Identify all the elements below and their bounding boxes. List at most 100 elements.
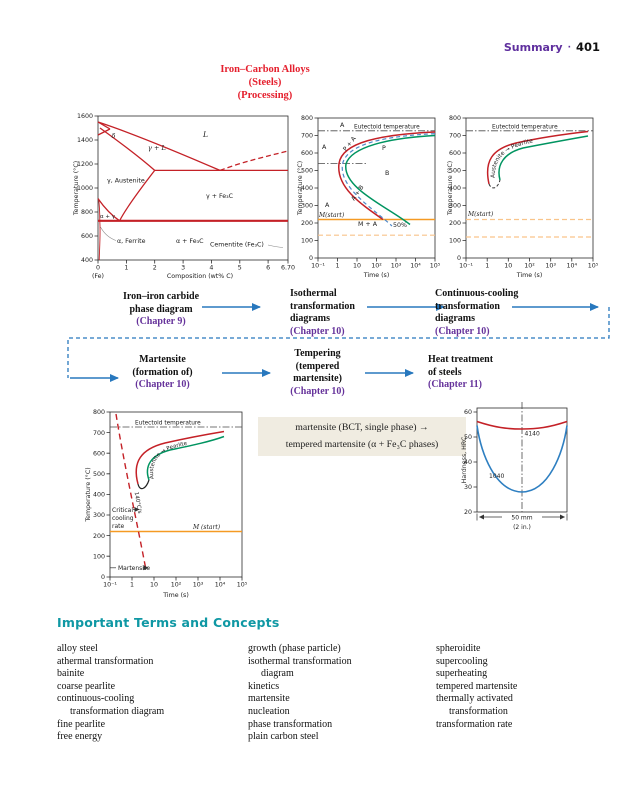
x-tick-label: 10⁴ xyxy=(410,263,421,270)
y-tick-label: 1200 xyxy=(77,161,93,168)
series-label-1040: 1040 xyxy=(489,473,504,480)
itt-y-tick-labels: 800 700 600 500 400 300 200 100 0 xyxy=(301,115,313,262)
x-tick-label: 10 xyxy=(353,263,361,270)
y-tick-label: 800 xyxy=(449,115,461,122)
itt-x-axis-label: Time (s) xyxy=(363,272,390,279)
node-label-line: transformation xyxy=(290,300,355,312)
x-tick-label: 1 xyxy=(335,263,339,270)
terms-column-1: alloy steel athermal transformation bain… xyxy=(57,643,242,744)
node-label-line: (tempered xyxy=(295,360,340,372)
y-tick-label: 800 xyxy=(301,115,313,122)
region-label-liquid: L xyxy=(202,130,208,139)
x-tick-label: 1 xyxy=(485,263,489,270)
node-label-line: transformation xyxy=(435,300,500,312)
flow-node-heat-treatment: Heat treatment of steels (Chapter 11) xyxy=(428,354,528,392)
page-number: 401 xyxy=(575,40,600,54)
phase-diagram-chart: 1600 1400 1200 1000 800 600 400 0 1 2 3 … xyxy=(72,113,295,280)
region-label-delta: δ xyxy=(112,132,116,140)
itt-y-axis-label: Temperature (°C) xyxy=(296,161,304,216)
note-line-1: martensite (BCT, single phase) → xyxy=(295,422,429,433)
itt-curves xyxy=(338,131,436,227)
martensite-region-label: Martensite xyxy=(118,565,150,572)
pd-x-axis-label: Composition (wt% C) xyxy=(167,273,233,280)
itt-x-tick-labels: 10⁻¹ 1 10 10² 10³ 10⁴ 10⁵ xyxy=(311,263,441,270)
x-tick-label: 6.70 xyxy=(281,265,295,272)
node-label-line: diagrams xyxy=(435,313,475,324)
x-tick-label: 1 xyxy=(130,582,134,589)
austenite-label-bottom: A xyxy=(325,202,330,209)
node-label-line: of steels xyxy=(428,366,462,378)
term-item: athermal transformation xyxy=(57,655,154,667)
martensite-note-box: martensite (BCT, single phase) → tempere… xyxy=(258,417,466,456)
chapter-ref: (Chapter 10) xyxy=(135,379,190,390)
y-tick-label: 700 xyxy=(449,133,461,140)
region-label-ferrite: α, Ferrite xyxy=(117,238,146,245)
austenite-label-top: A xyxy=(340,122,345,129)
y-tick-label: 300 xyxy=(449,203,461,210)
term-item: transformation diagram xyxy=(70,705,165,717)
region-label-gamma-fe3c: γ + Fe₃C xyxy=(206,193,234,200)
term-item: coarse pearlite xyxy=(57,680,116,692)
x-tick-label: 6 xyxy=(266,265,270,272)
fe-origin-label: (Fe) xyxy=(92,273,104,280)
y-tick-label: 1600 xyxy=(77,113,93,120)
term-item: diagram xyxy=(261,668,294,680)
cct-y-tick-labels: 800 700 600 500 400 300 200 100 0 xyxy=(449,115,461,262)
term-item: plain carbon steel xyxy=(248,731,319,743)
term-item: phase transformation xyxy=(248,718,333,730)
y-tick-label: 0 xyxy=(101,574,105,581)
flow-node-isothermal: Isothermal transformation diagrams (Chap… xyxy=(290,288,400,338)
m-start-label: M (start) xyxy=(192,524,221,531)
cct2-x-axis-label: Time (s) xyxy=(162,592,189,599)
x-tick-label: 10⁵ xyxy=(588,263,599,270)
cct-annotations: Eutectoid temperature Austenite → Pearli… xyxy=(467,125,558,219)
bainite-label: B xyxy=(385,170,389,177)
region-label-alpha-gamma: α + γ xyxy=(100,214,116,220)
y-tick-label: 500 xyxy=(301,168,313,175)
term-item: transformation rate xyxy=(436,718,513,730)
x-tick-label: 3 xyxy=(181,265,185,272)
term-item: martensite xyxy=(248,693,290,705)
flow-node-tempering: Tempering (tempered martensite) (Chapter… xyxy=(280,348,355,398)
y-tick-label: 400 xyxy=(93,492,105,499)
x-tick-label: 10³ xyxy=(193,582,204,589)
critical-label-line2: cooling xyxy=(112,515,134,522)
terms-column-3: spheroidite supercooling superheating te… xyxy=(436,643,621,731)
y-tick-label: 40 xyxy=(464,459,472,466)
term-item: supercooling xyxy=(436,655,488,667)
y-tick-label: 200 xyxy=(93,533,105,540)
term-item: tempered martensite xyxy=(436,680,518,692)
node-label-line: martensite) xyxy=(293,373,342,384)
x-tick-label: 2 xyxy=(153,265,157,272)
eutectoid-temperature-label: Eutectoid temperature xyxy=(492,125,558,131)
x-tick-label: 10⁵ xyxy=(430,263,441,270)
x-tick-label: 0 xyxy=(96,265,100,272)
pd-y-axis-label: Temperature (°C) xyxy=(72,161,80,216)
y-tick-label: 500 xyxy=(93,471,105,478)
y-tick-label: 800 xyxy=(81,209,93,216)
node-label-line: Heat treatment xyxy=(428,354,494,365)
x-tick-label: 10² xyxy=(524,263,535,270)
y-tick-label: 50 xyxy=(464,434,472,441)
term-item: nucleation xyxy=(248,705,290,717)
term-item: bainite xyxy=(57,668,85,680)
y-tick-label: 30 xyxy=(464,484,472,491)
pearlite-label: P xyxy=(382,145,386,152)
concept-map-title: Iron–Carbon Alloys (Steels) (Processing) xyxy=(185,63,345,102)
pearlite-austenite-label: P + A xyxy=(342,135,358,153)
austenite-label-left: A xyxy=(322,144,327,151)
node-label-line: Tempering xyxy=(294,348,341,359)
y-tick-label: 700 xyxy=(93,430,105,437)
term-item: continuous-cooling xyxy=(57,693,135,705)
y-tick-label: 800 xyxy=(93,409,105,416)
x-tick-label: 10 xyxy=(504,263,512,270)
cct2-frame xyxy=(106,411,243,581)
cct2-curves xyxy=(115,413,225,571)
node-label-line: Martensite xyxy=(139,354,186,365)
title-line-2: (Steels) xyxy=(248,77,282,88)
node-label-line: phase diagram xyxy=(129,303,193,315)
x-tick-label: 10⁻¹ xyxy=(311,263,325,270)
dimension-end-bars xyxy=(476,513,568,521)
isothermal-transformation-chart: 800 700 600 500 400 300 200 100 0 10⁻¹ 1… xyxy=(296,115,441,279)
x-tick-label: 10⁵ xyxy=(237,582,248,589)
